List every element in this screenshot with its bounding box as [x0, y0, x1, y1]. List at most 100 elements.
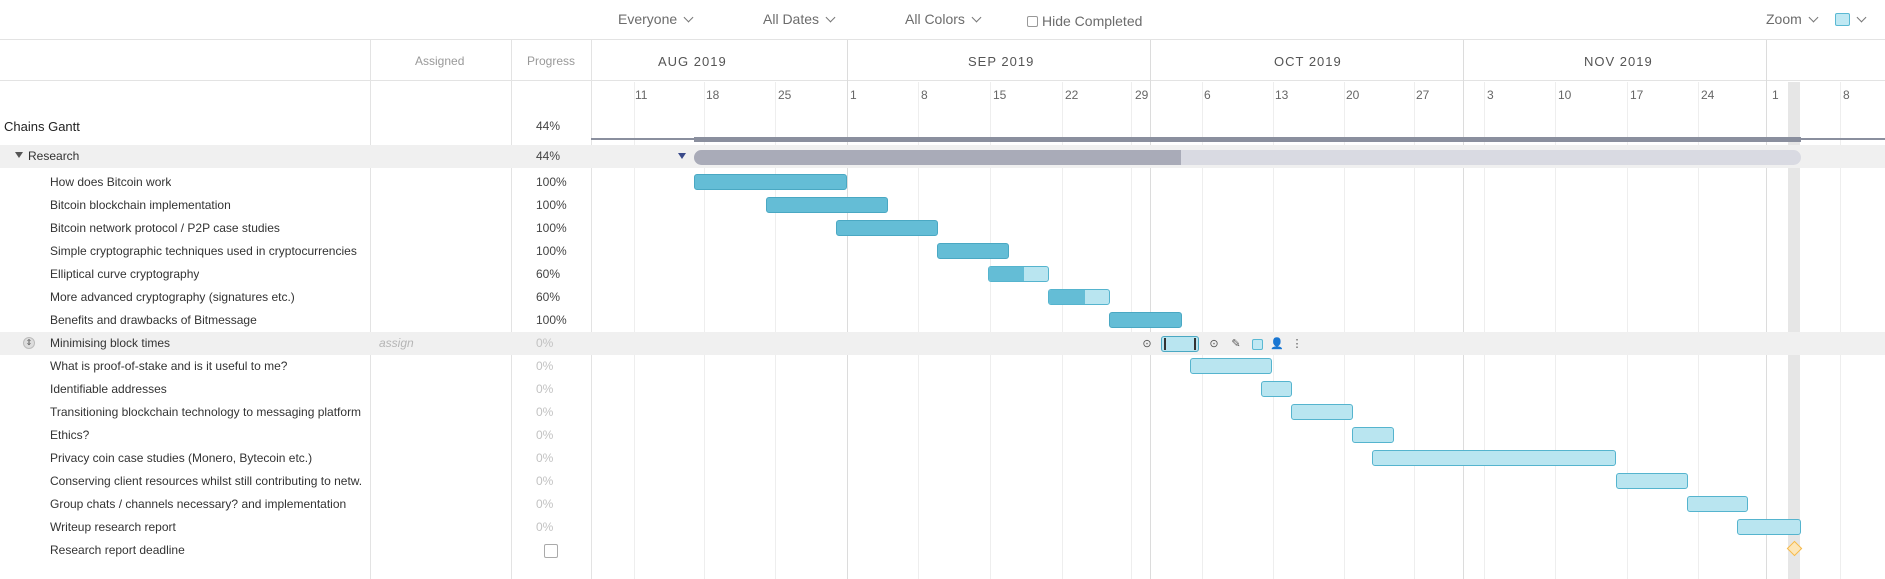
task-name[interactable]: How does Bitcoin work	[50, 175, 172, 189]
task-name[interactable]: Research report deadline	[50, 543, 185, 557]
task-bar[interactable]	[836, 220, 938, 236]
task-bar[interactable]	[1737, 519, 1801, 535]
project-row[interactable]: Chains Gantt 44%	[0, 115, 1885, 138]
task-name[interactable]: Benefits and drawbacks of Bitmessage	[50, 313, 257, 327]
task-bar[interactable]	[1261, 381, 1292, 397]
task-name[interactable]: More advanced cryptography (signatures e…	[50, 290, 295, 304]
color-filter-label: All Colors	[905, 11, 965, 27]
collapse-caret-icon[interactable]	[15, 152, 23, 158]
task-name[interactable]: Simple cryptographic techniques used in …	[50, 244, 357, 258]
more-icon[interactable]: ⋮	[1291, 338, 1303, 350]
resize-handle-icon[interactable]	[1164, 338, 1166, 350]
task-name[interactable]: Minimising block times	[50, 336, 171, 350]
hide-completed-toggle[interactable]: Hide Completed	[1027, 13, 1142, 29]
assignee-filter-label: Everyone	[618, 11, 678, 27]
task-bar[interactable]	[1687, 496, 1748, 512]
task-bar[interactable]	[1048, 289, 1110, 305]
project-progress: 44%	[536, 119, 561, 133]
task-progress: 0%	[536, 405, 554, 419]
task-row[interactable]: What is proof-of-stake and is it useful …	[0, 355, 1885, 378]
week-label: 24	[1701, 88, 1715, 102]
week-label: 8	[921, 88, 928, 102]
task-bar[interactable]	[1352, 427, 1394, 443]
date-filter-dropdown[interactable]: All Dates	[763, 11, 836, 27]
task-name[interactable]: Bitcoin network protocol / P2P case stud…	[50, 221, 280, 235]
task-row[interactable]: More advanced cryptography (signatures e…	[0, 286, 1885, 309]
grid-line	[704, 82, 705, 579]
task-bar[interactable]	[988, 266, 1049, 282]
group-collapse-arrow-icon[interactable]	[678, 153, 686, 159]
chevron-down-icon[interactable]	[1856, 12, 1867, 23]
task-name[interactable]: Identifiable addresses	[50, 382, 167, 396]
assign-link[interactable]: assign	[379, 336, 414, 350]
color-filter-dropdown[interactable]: All Colors	[905, 11, 982, 27]
task-name[interactable]: Transitioning blockchain technology to m…	[50, 405, 362, 419]
grid-line	[1131, 82, 1132, 579]
task-bar[interactable]	[766, 197, 888, 213]
task-row[interactable]: Bitcoin network protocol / P2P case stud…	[0, 217, 1885, 240]
resize-handle-icon[interactable]	[1194, 338, 1196, 350]
color-icon[interactable]	[1252, 339, 1263, 350]
task-row[interactable]: Identifiable addresses 0%	[0, 378, 1885, 401]
task-row[interactable]: Research report deadline	[0, 539, 1885, 562]
task-name[interactable]: Bitcoin blockchain implementation	[50, 198, 231, 212]
group-summary-bar[interactable]	[694, 150, 1801, 165]
drag-handle-icon[interactable]: ⇕	[23, 337, 35, 349]
task-bar[interactable]	[1372, 450, 1616, 466]
progress-column-header[interactable]: Progress	[527, 54, 576, 68]
task-bar[interactable]	[1616, 473, 1688, 489]
task-name[interactable]: What is proof-of-stake and is it useful …	[50, 359, 288, 373]
zoom-dropdown[interactable]: Zoom	[1766, 11, 1819, 27]
task-bar-progress-fill	[989, 267, 1025, 281]
task-progress: 0%	[536, 428, 554, 442]
color-swatch-icon[interactable]	[1835, 13, 1850, 26]
week-label: 1	[850, 88, 857, 102]
pencil-icon[interactable]: ✎	[1231, 338, 1241, 350]
task-name[interactable]: Group chats / channels necessary? and im…	[50, 497, 347, 511]
task-bar[interactable]	[1291, 404, 1353, 420]
task-row[interactable]: Ethics? 0%	[0, 424, 1885, 447]
new-task-bar[interactable]	[1161, 336, 1199, 352]
task-row[interactable]: Minimising block times assign 0%	[0, 332, 1885, 355]
task-bar[interactable]	[1109, 312, 1182, 328]
task-row[interactable]: Privacy coin case studies (Monero, Bytec…	[0, 447, 1885, 470]
dependency-left-icon[interactable]: ⊙	[1142, 338, 1152, 350]
task-row[interactable]: Conserving client resources whilst still…	[0, 470, 1885, 493]
top-toolbar: Everyone All Dates All Colors Hide Compl…	[0, 0, 1885, 40]
task-row[interactable]: Bitcoin blockchain implementation 100%	[0, 194, 1885, 217]
dependency-right-icon[interactable]: ⊙	[1209, 338, 1219, 350]
hide-completed-label: Hide Completed	[1042, 13, 1143, 29]
assignee-filter-dropdown[interactable]: Everyone	[618, 11, 694, 27]
task-name[interactable]: Ethics?	[50, 428, 90, 442]
assigned-column-header[interactable]: Assigned	[415, 54, 465, 68]
task-row[interactable]: Elliptical curve cryptography 60%	[0, 263, 1885, 286]
checkbox-icon[interactable]	[1027, 16, 1038, 27]
task-progress: 60%	[536, 290, 561, 304]
task-progress: 0%	[536, 451, 554, 465]
task-name[interactable]: Writeup research report	[50, 520, 176, 534]
task-name[interactable]: Privacy coin case studies (Monero, Bytec…	[50, 451, 313, 465]
task-name[interactable]: Elliptical curve cryptography	[50, 267, 200, 281]
week-label: 22	[1065, 88, 1079, 102]
grid-line	[1344, 82, 1345, 579]
task-bar[interactable]	[694, 174, 847, 190]
grid-line	[1273, 82, 1274, 579]
grid-line	[634, 82, 635, 579]
grid-line	[1840, 82, 1841, 579]
grid-line	[1555, 82, 1556, 579]
person-icon[interactable]: 👤	[1270, 338, 1284, 350]
task-name[interactable]: Conserving client resources whilst still…	[50, 474, 363, 488]
task-bar[interactable]	[1190, 358, 1272, 374]
task-progress: 100%	[536, 313, 567, 327]
task-row[interactable]: Benefits and drawbacks of Bitmessage 100%	[0, 309, 1885, 332]
task-row[interactable]: Writeup research report 0%	[0, 516, 1885, 539]
task-row[interactable]: Group chats / channels necessary? and im…	[0, 493, 1885, 516]
month-divider	[847, 40, 848, 579]
task-row[interactable]: Transitioning blockchain technology to m…	[0, 401, 1885, 424]
task-row[interactable]: Simple cryptographic techniques used in …	[0, 240, 1885, 263]
task-progress: 100%	[536, 221, 567, 235]
milestone-complete-checkbox[interactable]	[544, 544, 558, 558]
chevron-down-icon	[1808, 12, 1819, 23]
task-bar[interactable]	[937, 243, 1009, 259]
task-row[interactable]: How does Bitcoin work 100%	[0, 171, 1885, 194]
